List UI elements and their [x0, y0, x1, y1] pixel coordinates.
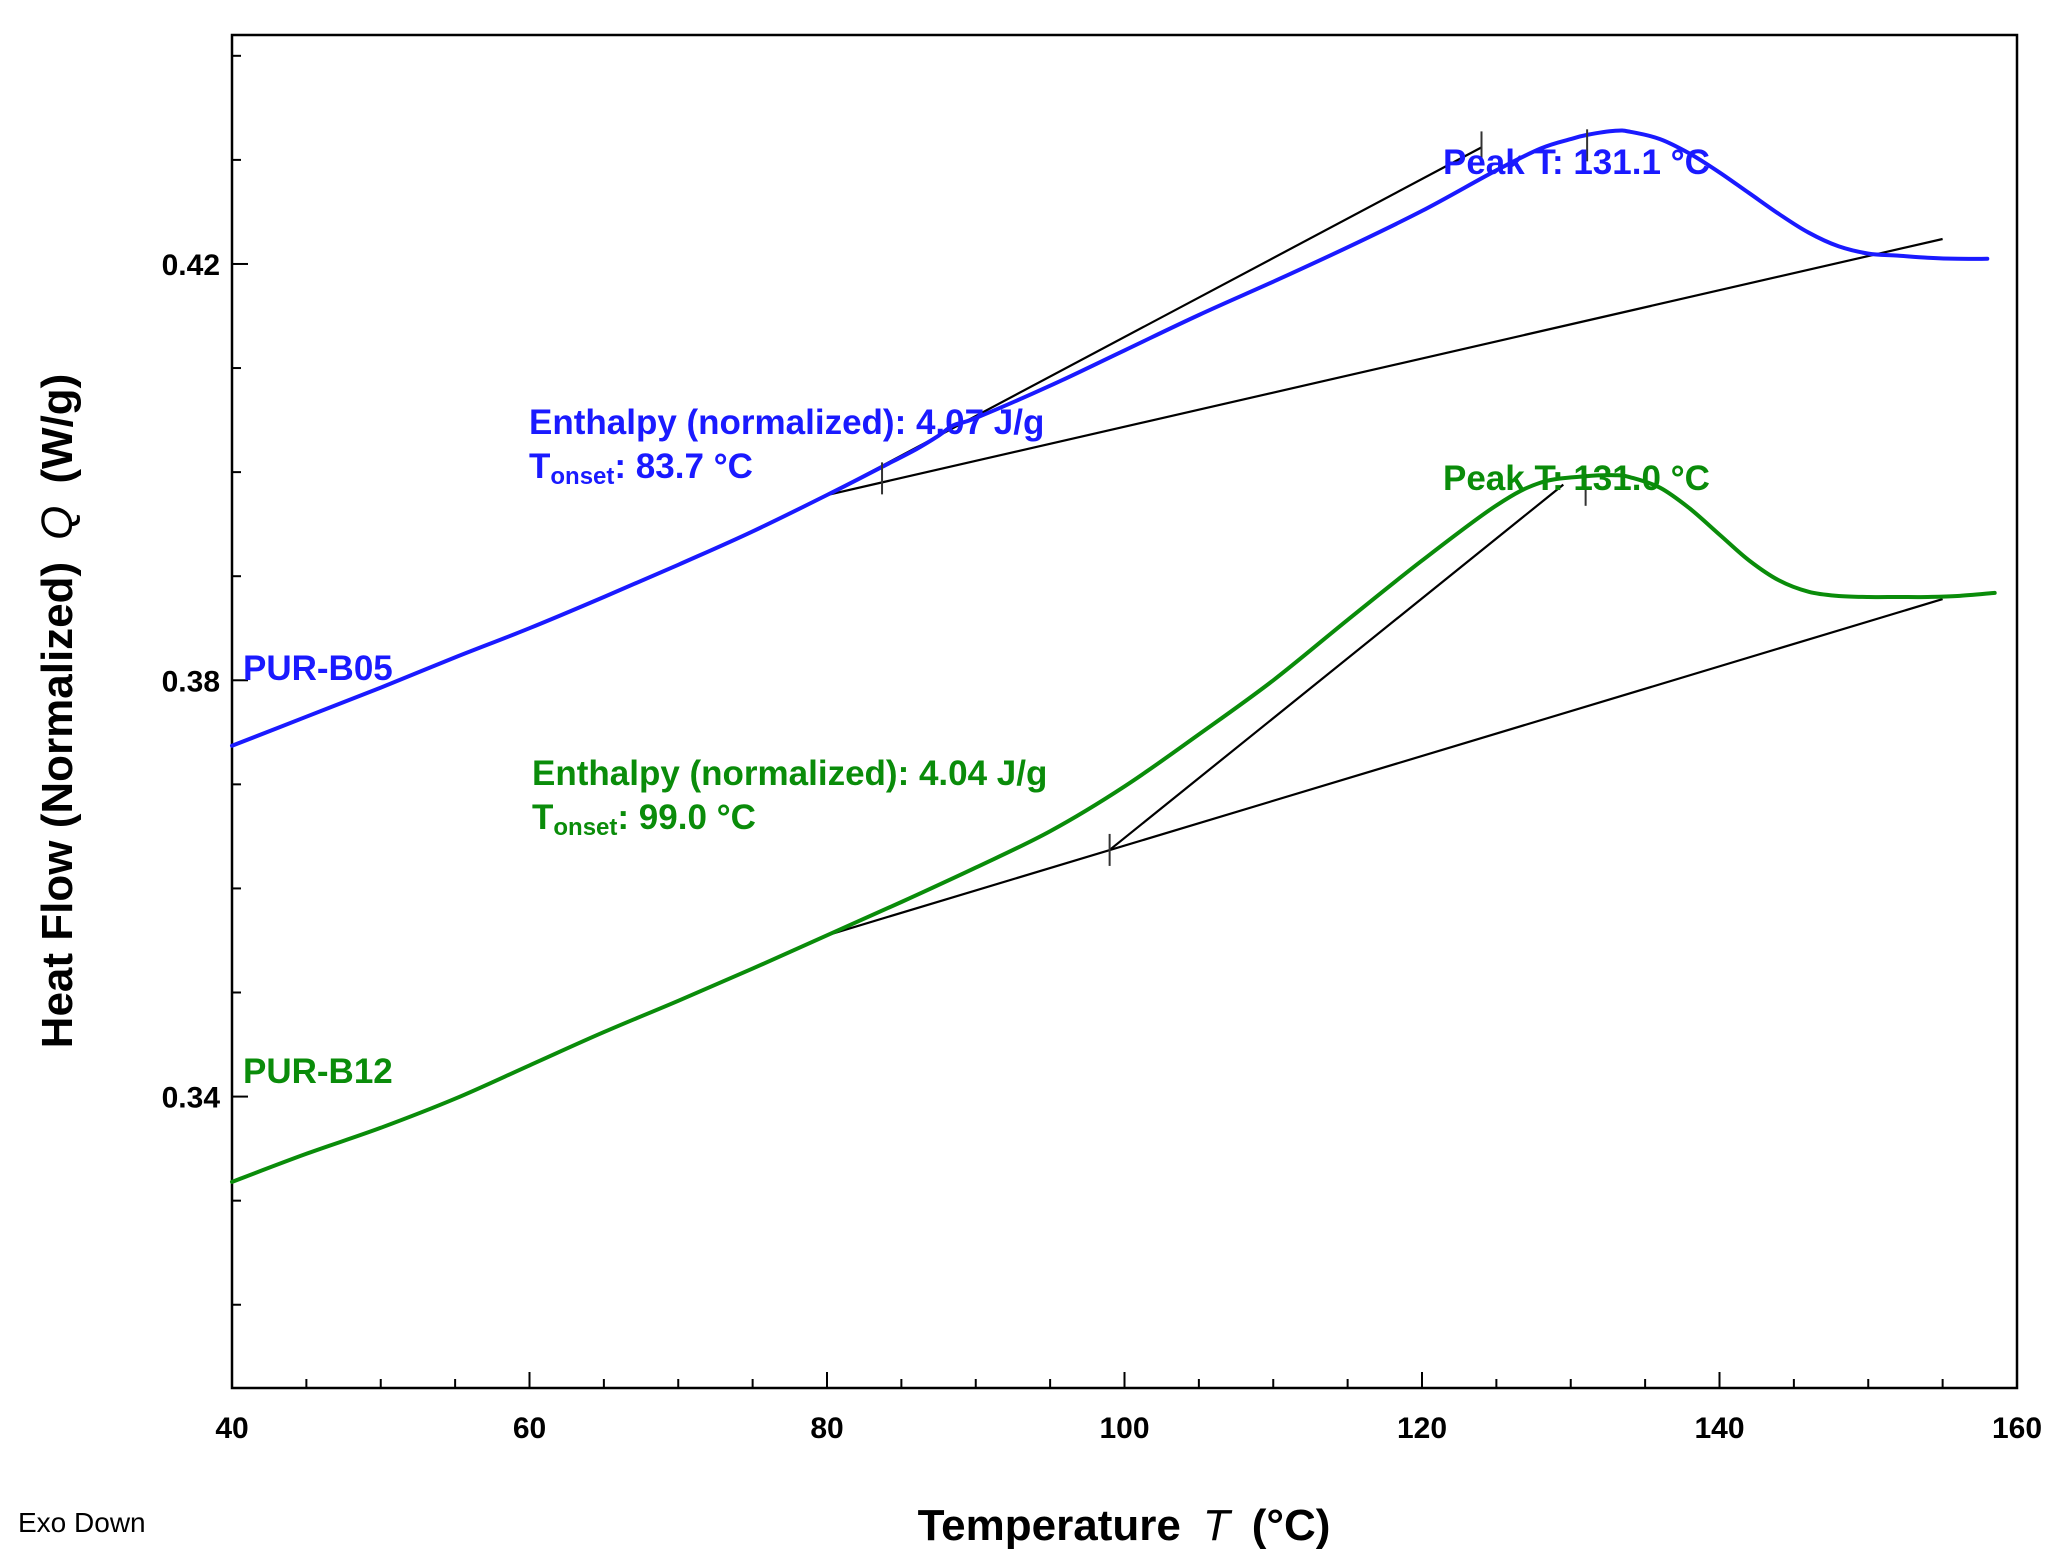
construction-lines [826, 146, 1943, 937]
x-axis-title-symbol: T [1203, 1501, 1233, 1550]
x-axis-title: Temperature T (°C) [918, 1501, 1331, 1550]
y-axis-title-symbol: Q [33, 506, 82, 540]
x-axis-tick-labels: 40 60 80 100 120 140 160 [215, 1412, 2042, 1445]
x-tick-label: 120 [1397, 1412, 1447, 1445]
b12-enthalpy-annotation: Enthalpy (normalized): 4.04 J/g [532, 754, 1047, 793]
x-axis-title-text: Temperature [918, 1501, 1181, 1550]
b05-enthalpy-annotation: Enthalpy (normalized): 4.07 J/g [529, 403, 1044, 442]
y-tick-label: 0.42 [162, 249, 220, 282]
exo-down-note: Exo Down [18, 1507, 146, 1538]
b12-tangent [1108, 483, 1565, 851]
y-axis-tick-labels: 0.34 0.38 0.42 [162, 249, 221, 1115]
series-line-pur-b05 [230, 128, 1990, 748]
series-label-pur-b05: PUR-B05 [243, 649, 393, 688]
x-tick-label: 160 [1992, 1412, 2042, 1445]
data-series [230, 128, 1997, 1184]
y-axis-title: Heat Flow (Normalized) Q (W/g) [33, 374, 82, 1049]
x-axis-ticks [231, 1372, 2018, 1388]
y-axis-title-text: Heat Flow (Normalized) [33, 562, 82, 1049]
x-axis-title-unit: (°C) [1252, 1501, 1331, 1550]
x-tick-label: 100 [1099, 1412, 1149, 1445]
b12-tonset-value: : 99.0 °C [617, 798, 756, 837]
y-tick-label: 0.34 [162, 1082, 221, 1115]
b12-tonset-subscript: onset [553, 814, 617, 841]
x-tick-label: 80 [810, 1412, 843, 1445]
b05-tonset-subscript: onset [550, 463, 614, 490]
b05-peak-annotation: Peak T: 131.1 °C [1443, 143, 1710, 182]
x-tick-label: 140 [1694, 1412, 1744, 1445]
b05-tonset-symbol: T [529, 447, 550, 486]
y-axis-ticks [232, 54, 248, 1306]
b05-baseline [826, 237, 1943, 497]
x-tick-label: 60 [513, 1412, 546, 1445]
b12-tonset-annotation: Tonset: 99.0 °C [532, 798, 756, 841]
y-tick-label: 0.38 [162, 665, 220, 698]
x-tick-label: 40 [215, 1412, 248, 1445]
series-line-pur-b12 [230, 473, 1997, 1184]
curve-markers [881, 129, 1589, 866]
b12-baseline [826, 598, 1943, 937]
plot-frame [230, 33, 2019, 1390]
b12-tonset-symbol: T [532, 798, 553, 837]
b05-tonset-value: : 83.7 °C [614, 447, 753, 486]
series-label-pur-b12: PUR-B12 [243, 1052, 393, 1091]
b12-peak-annotation: Peak T: 131.0 °C [1443, 459, 1710, 498]
b05-tonset-annotation: Tonset: 83.7 °C [529, 447, 753, 490]
y-axis-title-unit: (W/g) [33, 374, 82, 484]
